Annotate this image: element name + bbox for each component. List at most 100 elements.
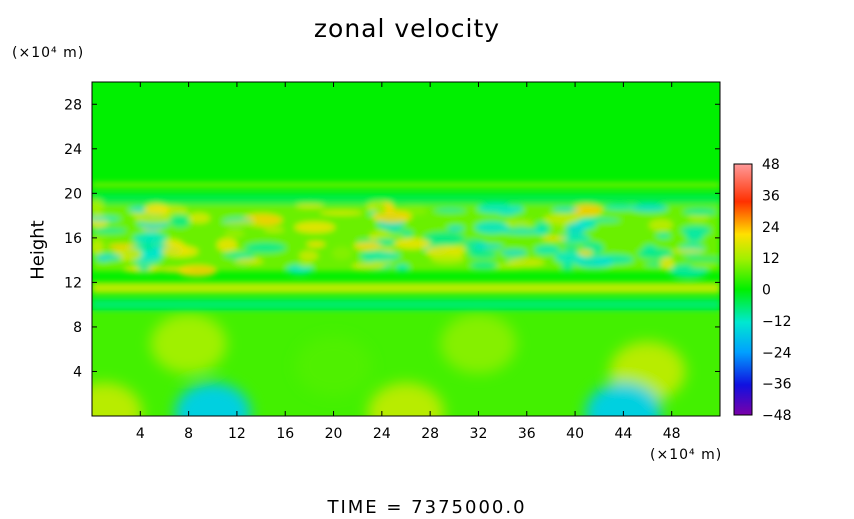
colorbar-tick-label: −48 xyxy=(762,408,792,424)
turbulent-cell xyxy=(159,268,193,273)
colorbar xyxy=(733,163,753,416)
x-tick-label: 28 xyxy=(421,426,439,442)
turbulent-cell xyxy=(660,257,675,270)
turbulent-cell xyxy=(687,213,710,222)
x-tick-label: 48 xyxy=(663,426,681,442)
turbulent-cell xyxy=(447,225,465,232)
turbulent-cell xyxy=(472,243,504,250)
turbulent-cell xyxy=(92,240,104,255)
velocity-layer xyxy=(92,182,720,188)
x-axis-unit: (×10⁴ m) xyxy=(650,447,723,463)
turbulent-cell xyxy=(681,225,711,236)
colorbar-tick-label: −24 xyxy=(762,345,792,361)
y-tick-label: 24 xyxy=(64,142,82,158)
colorbar-tick-label: 0 xyxy=(762,283,771,299)
anomaly-blob xyxy=(368,382,444,416)
colorbar-tick-label: 48 xyxy=(762,157,780,173)
x-tick-label: 24 xyxy=(373,426,391,442)
x-tick-label: 4 xyxy=(136,426,145,442)
anomaly-blob xyxy=(295,335,372,396)
turbulent-cell xyxy=(294,221,336,233)
turbulent-cell xyxy=(177,265,217,277)
turbulent-cell xyxy=(224,229,245,238)
turbulent-cell xyxy=(576,217,621,223)
y-tick-label: 12 xyxy=(64,275,82,291)
turbulent-cell xyxy=(135,215,174,224)
turbulent-cell xyxy=(92,216,121,222)
turbulent-cell xyxy=(374,204,387,215)
chart-title: zonal velocity xyxy=(313,14,501,43)
turbulent-cell xyxy=(187,212,211,224)
y-axis-unit: (×10⁴ m) xyxy=(12,45,85,61)
x-tick-label: 44 xyxy=(614,426,632,442)
turbulent-cell xyxy=(504,219,534,227)
turbulent-cell xyxy=(95,254,122,260)
turbulent-cell xyxy=(501,228,546,235)
turbulent-cell xyxy=(683,208,717,216)
turbulent-cell xyxy=(656,233,671,239)
x-tick-label: 16 xyxy=(276,426,294,442)
colorbar-tick-label: −36 xyxy=(762,377,792,393)
turbulent-cell xyxy=(575,256,614,269)
turbulent-cell xyxy=(92,227,127,234)
x-tick-label: 40 xyxy=(566,426,584,442)
turbulent-cell xyxy=(223,252,256,258)
turbulent-cell xyxy=(670,248,706,254)
anomaly-blob xyxy=(174,382,251,416)
turbulent-cell xyxy=(603,204,636,211)
time-label: TIME = 7375000.0 xyxy=(327,497,527,518)
turbulent-cell xyxy=(216,238,238,252)
turbulent-cell xyxy=(244,242,287,253)
anomaly-blob xyxy=(585,382,662,416)
turbulent-cell xyxy=(556,233,591,244)
colorbar-tick-label: 36 xyxy=(762,188,780,204)
colorbar-tick-label: 24 xyxy=(762,220,780,236)
turbulent-cell xyxy=(685,257,720,262)
x-tick-label: 32 xyxy=(470,426,488,442)
turbulent-cell xyxy=(144,203,169,216)
turbulent-cell xyxy=(422,231,465,246)
turbulent-cell xyxy=(552,207,579,212)
colorbar-tick-label: −12 xyxy=(762,314,792,330)
x-tick-label: 36 xyxy=(518,426,536,442)
turbulent-cell xyxy=(298,261,313,268)
turbulent-cell xyxy=(132,232,168,244)
turbulent-cell xyxy=(360,250,401,261)
turbulent-cell xyxy=(541,236,568,241)
turbulent-cell xyxy=(690,263,716,269)
velocity-layer xyxy=(92,299,720,311)
turbulent-cell xyxy=(306,241,326,248)
turbulent-cell xyxy=(630,203,668,213)
anomaly-blob xyxy=(440,313,517,374)
turbulent-cell xyxy=(169,214,190,228)
velocity-layer xyxy=(92,193,720,205)
x-tick-label: 20 xyxy=(325,426,343,442)
plot-frame xyxy=(91,81,721,417)
turbulent-cell xyxy=(577,249,594,256)
turbulent-cell xyxy=(434,207,466,213)
anomaly-blob xyxy=(92,382,143,416)
y-tick-label: 8 xyxy=(73,320,82,336)
turbulent-cell xyxy=(445,245,467,252)
turbulent-cell xyxy=(476,203,516,214)
turbulent-cell xyxy=(430,254,466,264)
turbulent-cell xyxy=(353,241,383,251)
y-tick-label: 28 xyxy=(64,97,82,113)
turbulent-cell xyxy=(298,250,319,261)
y-tick-label: 4 xyxy=(73,364,82,380)
turbulent-cell xyxy=(643,244,657,253)
turbulent-cell xyxy=(92,199,105,213)
turbulent-cell xyxy=(570,204,603,217)
velocity-layer xyxy=(92,282,720,294)
turbulent-cell xyxy=(565,222,586,236)
y-tick-label: 16 xyxy=(64,231,82,247)
turbulent-cell xyxy=(332,246,352,260)
turbulent-cell xyxy=(161,245,199,258)
turbulent-cell xyxy=(507,258,545,267)
turbulent-cell xyxy=(223,220,263,226)
turbulent-cell xyxy=(374,238,399,246)
anomaly-blob xyxy=(150,313,227,374)
turbulent-cell xyxy=(319,210,363,215)
turbulent-cell xyxy=(234,258,264,265)
